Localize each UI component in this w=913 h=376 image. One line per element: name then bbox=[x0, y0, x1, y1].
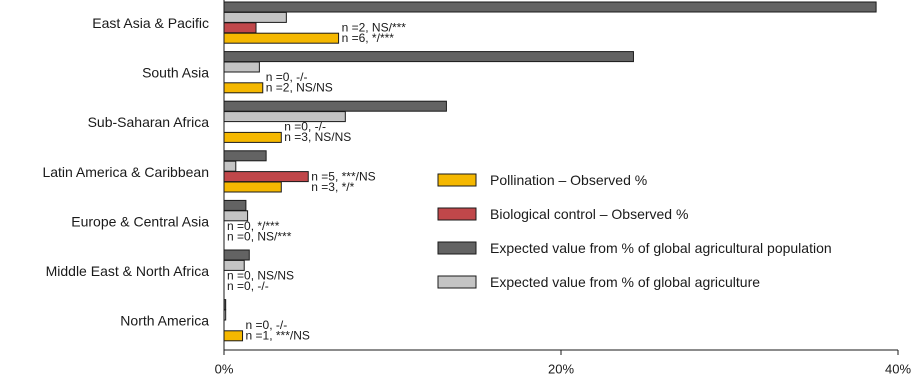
bar bbox=[223, 199, 247, 211]
legend-label: Expected value from % of global agricult… bbox=[490, 274, 760, 290]
category-label: North America bbox=[120, 313, 209, 329]
annotation-label: n =0, -/- bbox=[284, 120, 326, 134]
bar bbox=[223, 82, 264, 94]
annotation-label: n =3, NS/NS bbox=[284, 130, 351, 144]
category-label: East Asia & Pacific bbox=[92, 15, 209, 31]
annotation-label: n =0, */*** bbox=[227, 219, 280, 233]
legend-swatch bbox=[437, 207, 477, 221]
annotation-label: n =1, ***/NS bbox=[246, 329, 310, 343]
annotation-label: n =6, */*** bbox=[342, 31, 395, 45]
annotation-label: n =0, -/- bbox=[266, 70, 308, 84]
legend: Pollination – Observed % Biological contr… bbox=[437, 172, 832, 290]
category-labels: East Asia & Pacific South Asia Sub-Saharan… bbox=[42, 15, 209, 329]
annotation-label: n =2, NS/*** bbox=[342, 21, 407, 35]
annotation-label: n =0, NS/NS bbox=[227, 269, 294, 283]
category-label: Europe & Central Asia bbox=[71, 213, 209, 229]
category-label: Latin America & Caribbean bbox=[42, 164, 209, 180]
category-label: Middle East & North Africa bbox=[46, 263, 210, 279]
annotation-label: n =2, NS/NS bbox=[266, 81, 333, 95]
bar bbox=[223, 131, 282, 143]
legend-swatch bbox=[437, 241, 477, 255]
annotations: n =2, NS/***n =6, */***n =0, -/-n =2, NS… bbox=[227, 21, 406, 343]
legend-label: Biological control – Observed % bbox=[490, 206, 688, 222]
annotation-label: n =3, */* bbox=[311, 180, 354, 194]
bar bbox=[223, 32, 340, 44]
annotation-label: n =0, -/- bbox=[227, 279, 269, 293]
category-label: South Asia bbox=[142, 65, 209, 81]
legend-swatch bbox=[437, 173, 477, 187]
bar bbox=[223, 249, 250, 261]
legend-label: Expected value from % of global agricult… bbox=[490, 240, 832, 256]
legend-swatch bbox=[437, 275, 477, 289]
bar bbox=[223, 61, 260, 73]
annotation-label: n =0, NS/*** bbox=[227, 229, 292, 243]
bar bbox=[223, 22, 257, 34]
bar bbox=[223, 51, 634, 63]
x-tick-label: 20% bbox=[548, 362, 574, 376]
bar bbox=[223, 100, 447, 112]
x-tick-label: 40% bbox=[885, 362, 911, 376]
bars bbox=[223, 1, 877, 342]
bar bbox=[223, 160, 237, 172]
bar bbox=[223, 150, 267, 162]
bar bbox=[223, 11, 287, 23]
x-axis: 0% 20% 40% bbox=[215, 0, 911, 376]
annotation-label: n =5, ***/NS bbox=[311, 169, 375, 183]
bar bbox=[223, 181, 282, 193]
legend-label: Pollination – Observed % bbox=[490, 172, 647, 188]
annotation-label: n =0, -/- bbox=[246, 318, 288, 332]
x-tick-label: 0% bbox=[215, 362, 234, 376]
bar bbox=[223, 1, 877, 13]
bar bbox=[223, 330, 244, 342]
category-label: Sub-Saharan Africa bbox=[88, 114, 210, 130]
bar bbox=[223, 171, 309, 183]
